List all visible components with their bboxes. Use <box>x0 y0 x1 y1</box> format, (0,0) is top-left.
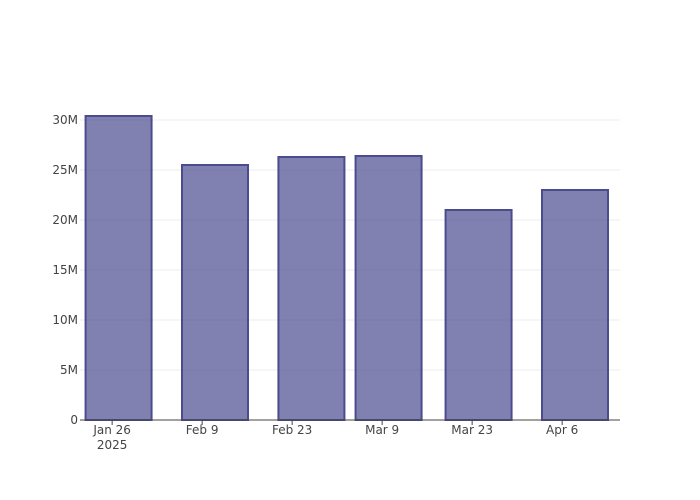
y-tick-label: 20M <box>52 213 78 227</box>
y-tick-label: 0 <box>70 413 78 427</box>
bar <box>444 209 513 421</box>
bar <box>84 115 153 421</box>
x-tick-label: Apr 6 <box>546 423 578 437</box>
x-tick-label: Mar 23 <box>451 423 493 437</box>
y-tick-label: 10M <box>52 313 78 327</box>
bar <box>277 156 346 421</box>
x-tick-label: Feb 9 <box>186 423 219 437</box>
y-tick-label: 25M <box>52 163 78 177</box>
x-tick-label: Jan 26 2025 <box>92 423 131 452</box>
bar <box>181 164 249 421</box>
y-tick-label: 30M <box>52 113 78 127</box>
bar <box>354 155 423 421</box>
y-tick-label: 5M <box>60 363 78 377</box>
y-tick-label: 15M <box>52 263 78 277</box>
bar <box>541 189 609 421</box>
x-tick-label: Mar 9 <box>365 423 399 437</box>
x-tick-label: Feb 23 <box>272 423 312 437</box>
